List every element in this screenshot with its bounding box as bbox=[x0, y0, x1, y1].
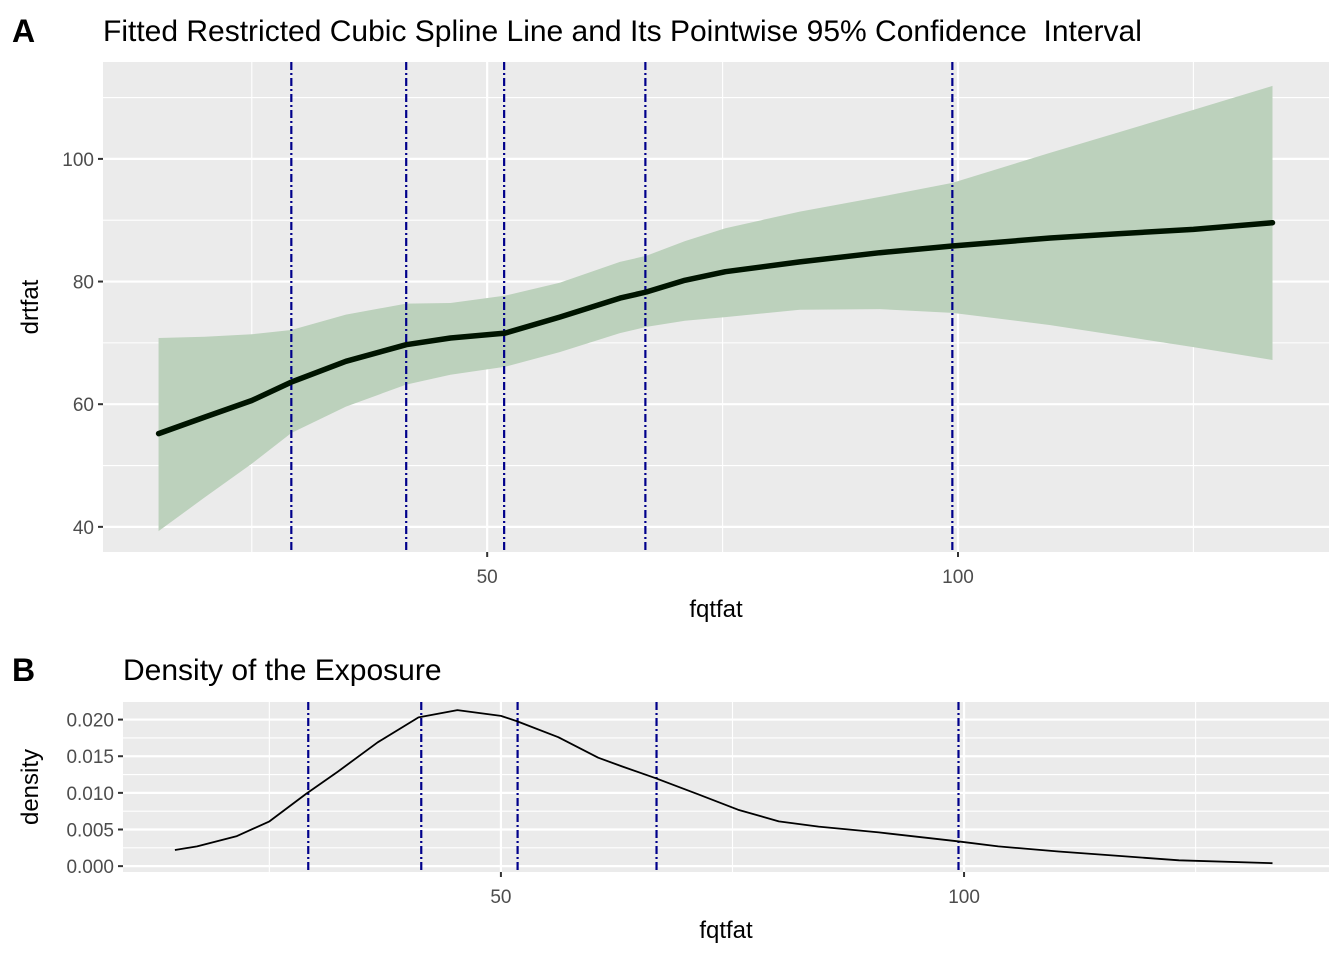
panel-a-x-axis-title: fqtfat bbox=[689, 596, 743, 623]
panel-b-tag: B bbox=[12, 652, 35, 688]
x-tick-label: 100 bbox=[942, 567, 974, 588]
y-tick-label: 0.010 bbox=[66, 784, 114, 805]
panel-a-band-layer bbox=[158, 85, 1273, 532]
panel-b-grid bbox=[123, 702, 1329, 872]
panel-b-background bbox=[123, 702, 1329, 872]
panel-b: B Density of the Exposure 0.000 0.005 0.01… bbox=[12, 652, 1329, 944]
panel-b-density-layer bbox=[174, 709, 1273, 865]
y-tick-label: 80 bbox=[73, 273, 94, 294]
y-tick-label: 0.015 bbox=[66, 747, 114, 768]
y-tick-label: 0.000 bbox=[66, 857, 114, 878]
y-tick-label: 0.005 bbox=[66, 821, 114, 842]
y-tick-label: 0.020 bbox=[66, 711, 114, 732]
x-tick-label: 50 bbox=[490, 887, 511, 908]
fitted-spline-line bbox=[155, 219, 1276, 437]
y-tick-label: 40 bbox=[73, 518, 94, 539]
panel-b-y-axis-title: density bbox=[17, 749, 44, 825]
panel-b-knots bbox=[307, 702, 960, 872]
panel-b-x-axis-title: fqtfat bbox=[699, 917, 753, 944]
y-tick-label: 100 bbox=[62, 150, 94, 171]
confidence-band bbox=[158, 85, 1273, 532]
y-tick-label: 60 bbox=[73, 395, 94, 416]
panel-a-y-axis-title: drtfat bbox=[17, 279, 44, 334]
panel-a-tag: A bbox=[12, 13, 35, 49]
panel-b-title: Density of the Exposure bbox=[123, 654, 442, 687]
panel-a: A Fitted Restricted Cubic Spline Line an… bbox=[12, 13, 1329, 623]
density-line bbox=[174, 709, 1273, 865]
x-tick-label: 100 bbox=[948, 887, 980, 908]
panel-a-fit-layer bbox=[155, 219, 1276, 437]
panel-b-axes: 0.000 0.005 0.010 0.015 0.020 50 100 bbox=[66, 711, 979, 908]
panel-a-knots bbox=[290, 62, 954, 552]
x-tick-label: 50 bbox=[477, 567, 498, 588]
panel-a-title: Fitted Restricted Cubic Spline Line and … bbox=[103, 15, 1142, 48]
panel-a-axes: 40 60 80 100 50 100 bbox=[62, 150, 974, 588]
